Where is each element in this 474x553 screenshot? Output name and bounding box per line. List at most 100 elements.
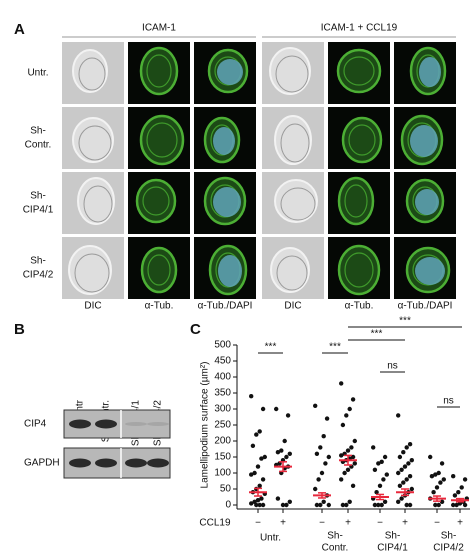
y-tick-label: 300 (214, 404, 231, 415)
y-tick-label: 400 (214, 372, 231, 383)
data-point (260, 477, 266, 482)
significance-label: ns (443, 396, 454, 407)
dic-shadow (280, 123, 310, 163)
significance-label: *** (371, 329, 383, 340)
condition-label: + (402, 518, 408, 529)
data-point (438, 480, 443, 485)
tubulin-fiber (344, 184, 368, 218)
panel-label: A (14, 21, 25, 38)
data-point (250, 443, 256, 448)
band (95, 419, 117, 429)
data-point (262, 454, 267, 460)
data-point (285, 413, 291, 418)
data-point (407, 474, 413, 479)
data-point (462, 477, 468, 482)
data-point (371, 445, 376, 450)
row-label: CIP4/2 (23, 270, 54, 281)
data-point (374, 490, 379, 495)
tubulin-fiber (146, 54, 172, 88)
dic-shadow (78, 57, 106, 91)
data-point (441, 477, 446, 482)
data-point (434, 485, 440, 490)
data-point (280, 502, 286, 508)
tubulin-cell (140, 246, 178, 294)
data-point (257, 502, 262, 508)
group-label: Sh- (385, 531, 401, 542)
significance-label: ns (387, 361, 398, 372)
data-point (377, 483, 383, 488)
y-tick-label: 150 (214, 452, 231, 463)
condition-axis-label: CCL19 (199, 518, 231, 529)
condition-label: + (280, 518, 286, 529)
data-point (347, 406, 352, 412)
data-point (340, 422, 346, 428)
data-point (433, 502, 438, 508)
y-tick-label: 50 (220, 484, 232, 495)
data-point (326, 502, 331, 508)
data-point (282, 438, 287, 444)
band (125, 458, 147, 468)
data-point (404, 502, 409, 508)
group-label: Sh- (441, 531, 457, 542)
data-point (431, 490, 436, 495)
data-point (404, 445, 409, 450)
dic-cell (68, 245, 112, 295)
band (147, 458, 169, 468)
band (125, 422, 147, 426)
data-point (399, 467, 404, 472)
dic-cell (77, 177, 115, 225)
row-label: Sh- (30, 191, 46, 202)
data-point (409, 458, 414, 463)
data-point (249, 472, 254, 477)
data-point (284, 454, 289, 460)
data-point (319, 470, 325, 476)
tubulin-cell (135, 178, 177, 224)
data-point (399, 496, 404, 501)
group-label: CIP4/1 (377, 543, 408, 553)
data-point (254, 502, 259, 508)
row-label: Untr. (27, 68, 48, 79)
dic-cell (274, 115, 312, 165)
data-point (350, 483, 356, 488)
protein-label: CIP4 (24, 419, 47, 430)
data-point (451, 502, 456, 508)
data-point (459, 485, 464, 490)
data-point (279, 448, 284, 453)
tubulin-fiber (348, 124, 376, 156)
band (147, 422, 169, 426)
data-point (313, 403, 318, 408)
data-point (451, 474, 456, 479)
significance-label: *** (399, 316, 411, 327)
tubulin-fiber (344, 252, 374, 288)
data-point (284, 502, 289, 508)
data-point (275, 450, 281, 455)
data-point (321, 434, 326, 439)
data-point (406, 461, 411, 466)
data-point (452, 493, 458, 498)
data-point (379, 502, 384, 508)
data-point (436, 502, 441, 508)
data-point (407, 502, 413, 508)
panel-label: B (14, 321, 25, 338)
data-point (321, 499, 326, 504)
data-point (433, 472, 438, 477)
tubulin-fiber (343, 56, 375, 86)
data-point (404, 477, 409, 482)
data-point (347, 499, 352, 504)
dic-shadow (280, 187, 316, 221)
data-point (396, 413, 401, 418)
data-point (439, 461, 445, 466)
dic-shadow (83, 185, 113, 223)
condition-header: ICAM-1 + CCL19 (321, 23, 398, 34)
data-point (287, 451, 292, 456)
data-point (275, 496, 281, 501)
band (69, 458, 91, 468)
data-point (352, 438, 357, 444)
data-point (314, 502, 320, 508)
data-point (340, 502, 346, 508)
data-point (249, 394, 254, 399)
data-point (396, 499, 401, 504)
dic-cell (72, 117, 114, 163)
data-point (401, 450, 406, 455)
